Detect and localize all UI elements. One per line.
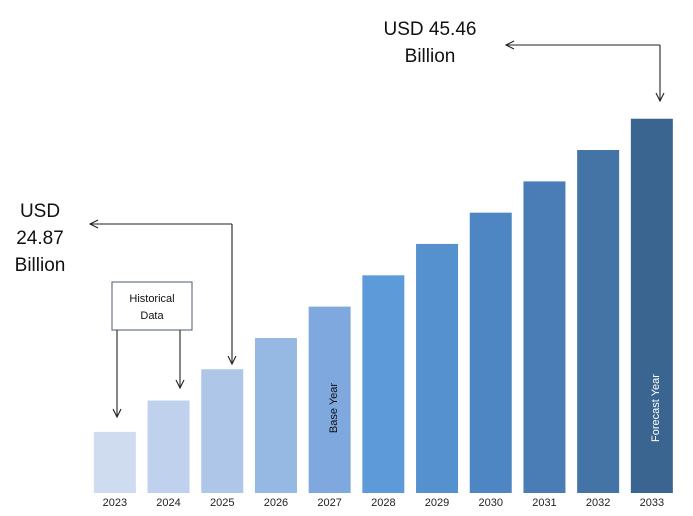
bar — [93, 431, 136, 493]
bar — [630, 118, 673, 494]
forecast-year-label: Forecast Year — [650, 374, 662, 442]
annotation: Billion — [405, 46, 456, 67]
bar — [254, 337, 297, 493]
annotation: Billion — [15, 255, 66, 276]
annotation: USD 45.46 — [384, 19, 477, 40]
annotation: USD — [20, 201, 60, 222]
x-tick-label: 2033 — [640, 497, 664, 509]
x-tick-label: 2023 — [103, 497, 127, 509]
x-tick-label: 2025 — [210, 497, 234, 509]
bar — [147, 400, 190, 493]
x-tick-label: 2032 — [586, 497, 610, 509]
bar — [362, 275, 405, 493]
bar — [577, 150, 620, 493]
x-tick-label: 2030 — [479, 497, 503, 509]
bars — [93, 118, 673, 494]
historical-box — [111, 281, 193, 331]
base-year-label: Base Year — [328, 383, 340, 433]
bar — [201, 369, 244, 493]
x-tick-label: 2027 — [317, 497, 341, 509]
historical-label: Historical — [129, 293, 174, 305]
x-tick-label: 2026 — [264, 497, 288, 509]
x-tick-label: 2024 — [156, 497, 180, 509]
bar — [523, 181, 566, 494]
annotation: 24.87 — [16, 228, 64, 249]
historical-label: Data — [140, 310, 164, 322]
bar — [416, 243, 459, 493]
x-tick-label: 2029 — [425, 497, 449, 509]
bar — [308, 306, 351, 493]
x-tick-label: 2028 — [371, 497, 395, 509]
x-tick-label: 2031 — [532, 497, 556, 509]
bar — [469, 212, 512, 494]
